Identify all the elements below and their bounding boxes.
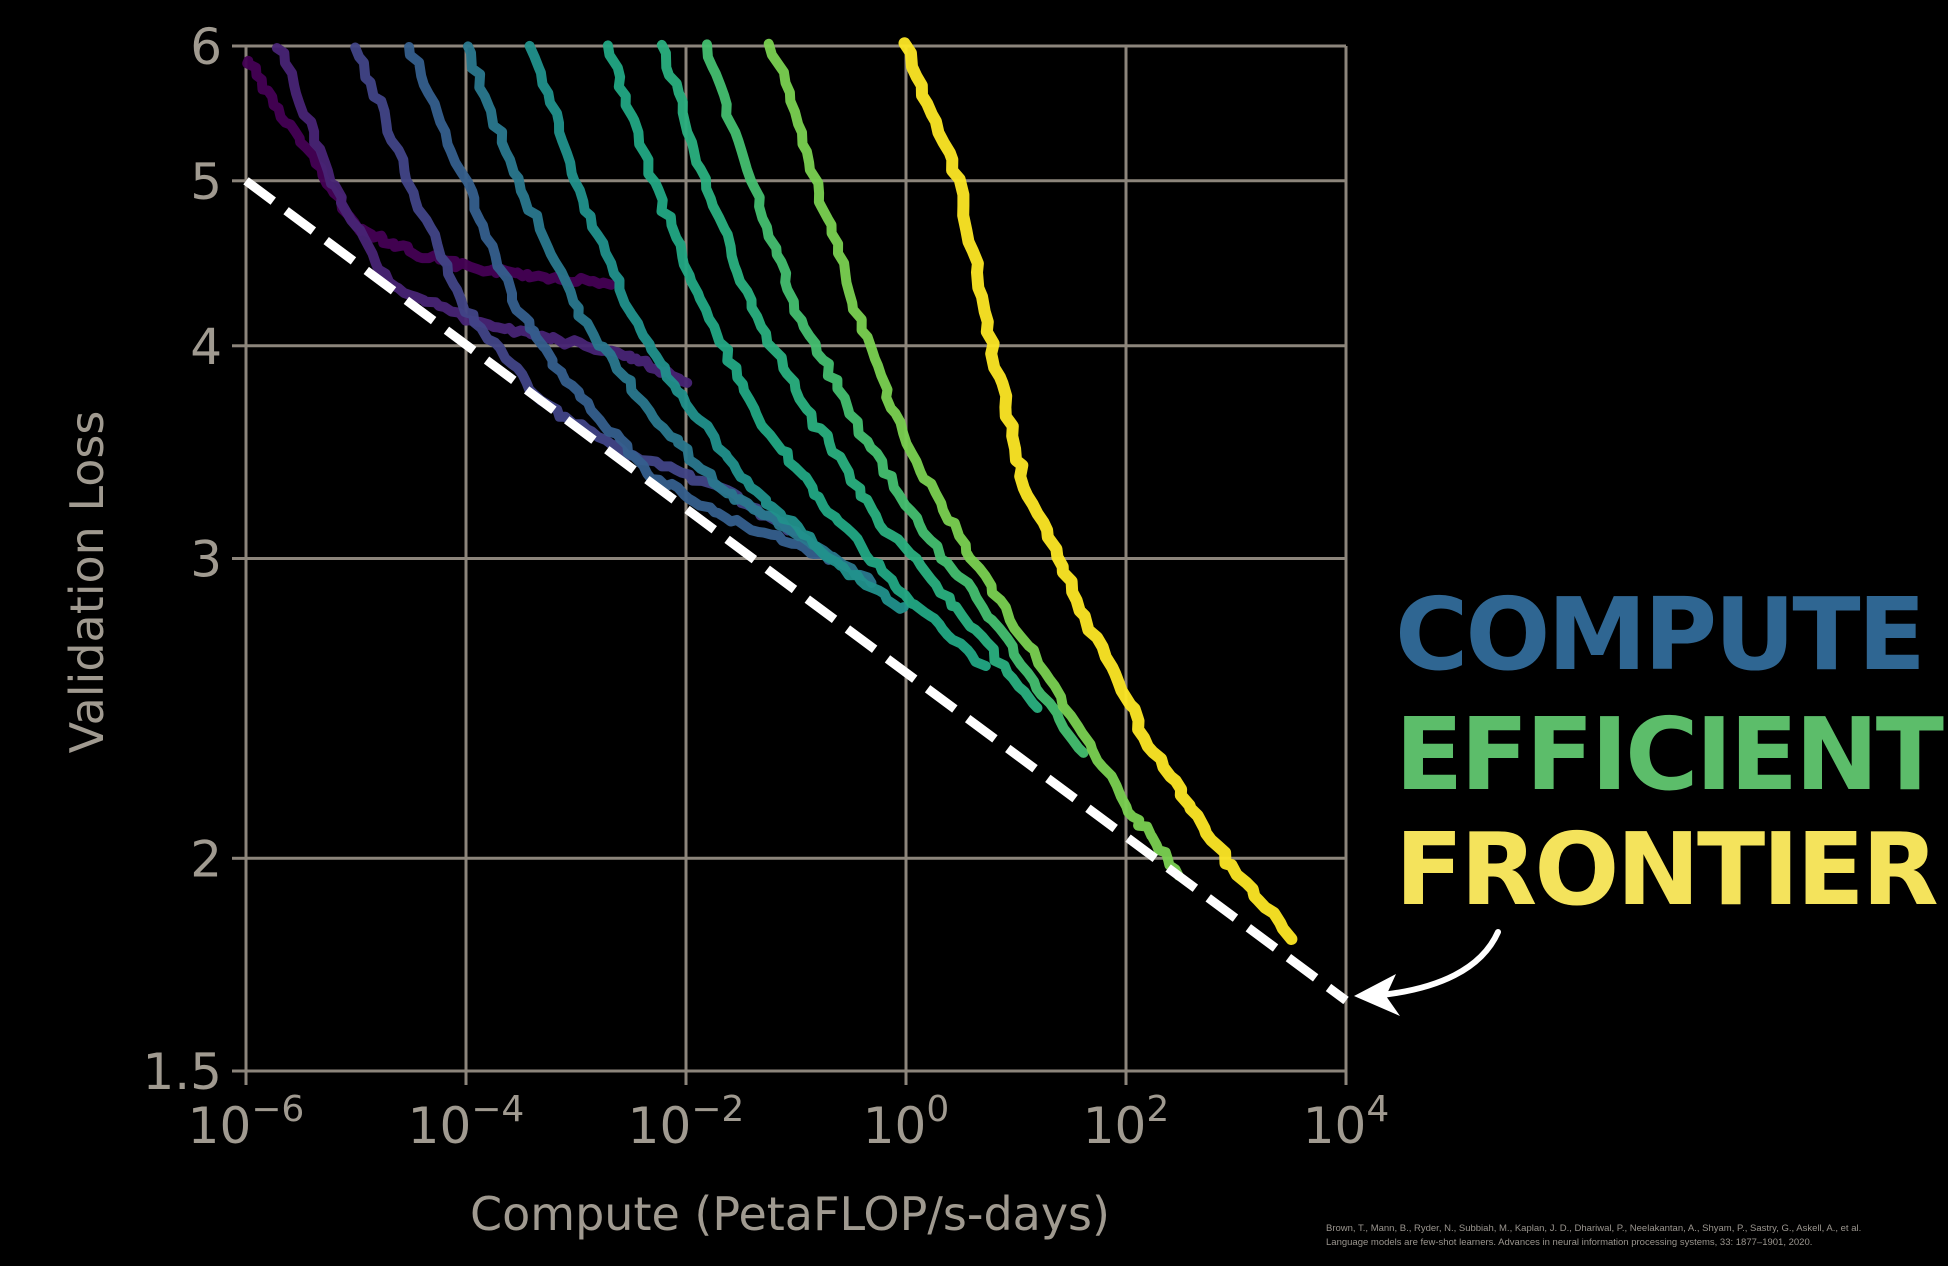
y-tick-label: 3: [190, 531, 222, 589]
series-line: [898, 37, 1298, 945]
citation: Brown, T., Mann, B., Ryder, N., Subbiah,…: [1326, 1222, 1941, 1250]
series-line: [242, 55, 617, 290]
citation-line-2: Language models are few-shot learners. A…: [1326, 1237, 1813, 1248]
x-tick-label: 10−2: [628, 1089, 745, 1155]
callout-arrowhead: [1354, 974, 1400, 1016]
x-tick-label: 10−4: [408, 1089, 525, 1155]
x-tick-label: 104: [1303, 1089, 1390, 1155]
frontier-layer: [243, 177, 1349, 1005]
series-line: [602, 40, 991, 671]
citation-line-1: Brown, T., Mann, B., Ryder, N., Subbiah,…: [1326, 1223, 1862, 1234]
series-line: [702, 39, 1089, 758]
y-axis-label: Validation Loss: [60, 411, 114, 754]
callout-line-efficient: EFFICIENT: [1395, 696, 1944, 813]
series-line: [656, 39, 1043, 713]
y-tick-label: 5: [190, 153, 222, 211]
y-tick-label: 1.5: [142, 1043, 222, 1101]
tick-labels: 10−6 10−4 10−2 100 102 104 1.5 2 3 4 5 6: [142, 18, 1389, 1155]
grid-lines: [232, 44, 1348, 1085]
series-line: [763, 38, 1184, 881]
x-tick-label: 102: [1083, 1089, 1170, 1155]
series-line: [404, 42, 834, 565]
series-line: [271, 43, 693, 388]
x-tick-label: 100: [863, 1089, 950, 1155]
y-tick-label: 2: [190, 830, 222, 888]
series-layer: [242, 37, 1298, 945]
x-tick-label: 10−6: [188, 1089, 305, 1155]
callout-line-frontier: FRONTIER: [1395, 811, 1939, 928]
callout-line-compute: COMPUTE: [1395, 576, 1926, 693]
callout-arrow: [1369, 929, 1501, 999]
y-tick-label: 6: [190, 18, 222, 76]
series-line: [524, 40, 909, 614]
y-tick-label: 4: [190, 318, 222, 376]
frontier-line: [243, 177, 1349, 1005]
x-axis-label: Compute (PetaFLOP/s-days): [470, 1187, 1110, 1241]
